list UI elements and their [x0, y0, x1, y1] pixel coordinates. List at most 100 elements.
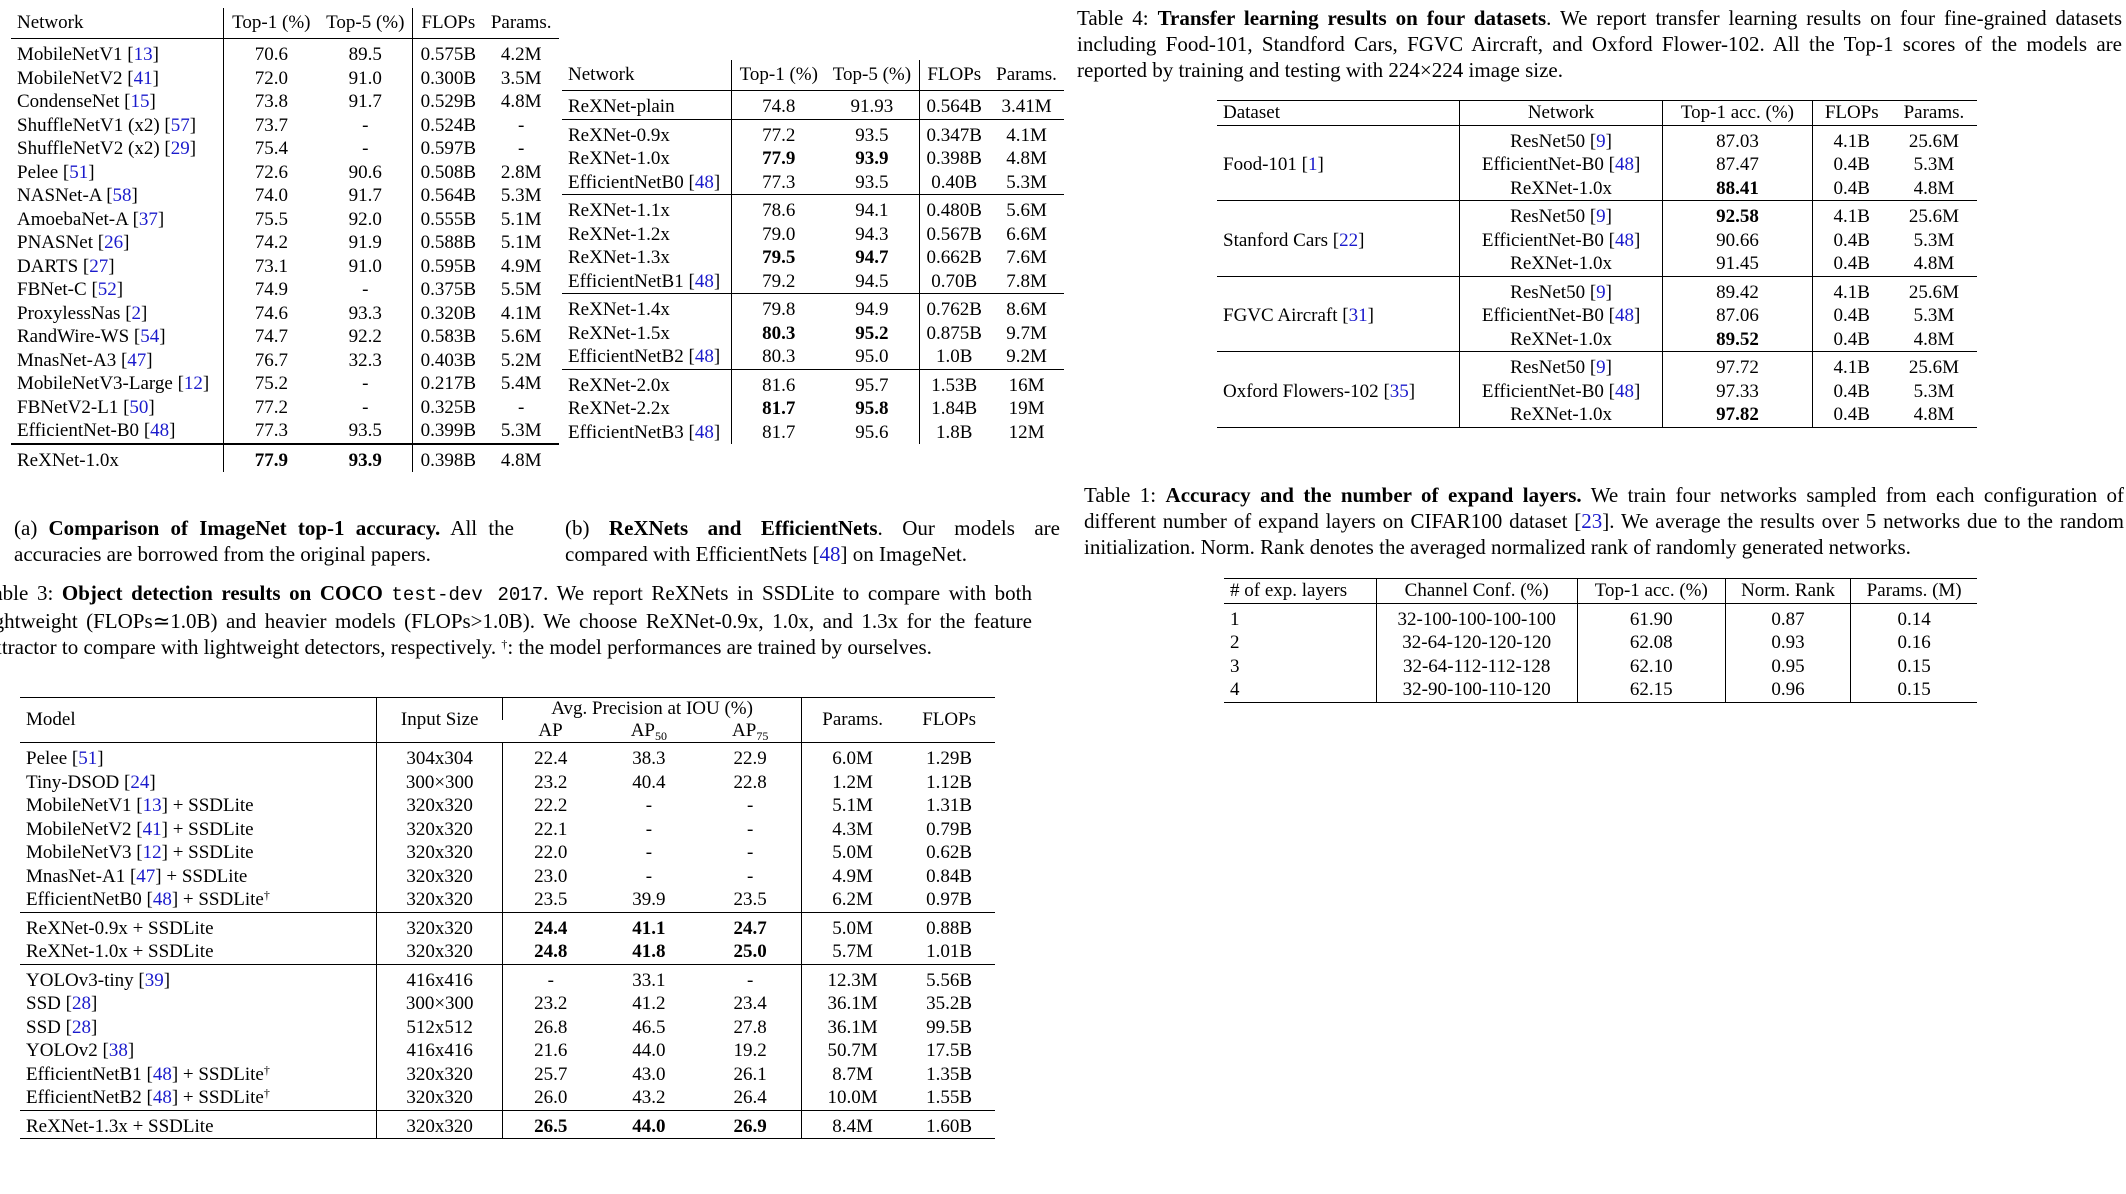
citation[interactable]: 47	[127, 349, 147, 371]
cell: 77.9	[731, 147, 826, 171]
citation[interactable]: 31	[1348, 305, 1368, 326]
row: Pelee [51] 72.6 90.6 0.508B 2.8M	[11, 160, 559, 184]
cell: 87.06	[1662, 304, 1813, 328]
citation[interactable]: 13	[133, 44, 153, 65]
cell: 80.3	[731, 321, 826, 345]
citation[interactable]: 48	[1614, 380, 1634, 402]
row: FBNetV2-L1 [50] 77.2 - 0.325B -	[11, 395, 559, 419]
citation[interactable]: 48	[1614, 305, 1634, 326]
caption-part: We train four networks sampled from each…	[1084, 483, 2124, 559]
citation[interactable]: 9	[1596, 130, 1606, 152]
cell: 1.55B	[926, 1087, 973, 1108]
cell: 0.347B	[918, 119, 990, 147]
citation[interactable]: 48	[152, 889, 172, 910]
cell: Pelee [51]	[26, 748, 104, 769]
row-group: ReXNet-0.9x + SSDLite 320x320 24.4 41.1 24.7…	[20, 912, 995, 964]
header-cell: AP	[538, 720, 563, 741]
cell: -	[362, 396, 369, 418]
citation[interactable]: 50	[129, 396, 149, 418]
citation[interactable]: 35	[1389, 380, 1409, 402]
citation[interactable]: 37	[138, 208, 158, 230]
row: ReXNet-1.5x 80.3 95.2 0.875B 9.7M	[562, 321, 1064, 345]
citation[interactable]: 48	[819, 542, 841, 566]
citation[interactable]: 1	[1307, 154, 1318, 175]
citation[interactable]: 12	[142, 842, 162, 863]
citation[interactable]: 48	[1614, 229, 1634, 251]
citation[interactable]: 57	[170, 114, 190, 136]
citation[interactable]: 51	[78, 748, 98, 769]
citation[interactable]: 52	[97, 279, 117, 300]
cell: -	[645, 865, 653, 887]
citation[interactable]: 9	[1596, 357, 1606, 378]
citation[interactable]: 28	[71, 1016, 91, 1038]
cell: 26.5	[502, 1110, 599, 1139]
citation[interactable]: 48	[694, 346, 714, 367]
citation[interactable]: 12	[183, 373, 203, 394]
dagger: †	[501, 637, 508, 651]
citation[interactable]: 15	[130, 91, 150, 112]
cell: Oxford Flowers-102 [35]	[1223, 380, 1416, 402]
row: ShuffleNetV1 (x2) [57] 73.7 - 0.524B -	[11, 113, 559, 137]
row-group: FGVC Aircraft [31] ResNet50 [9] 89.42 4.1B 2…	[1217, 276, 1977, 352]
row: EfficientNet-B0 [48] 87.47 0.4B 5.3M	[1217, 153, 1977, 177]
citation[interactable]: 41	[133, 67, 153, 89]
dagger: †	[263, 888, 270, 902]
cell: 95.0	[855, 346, 889, 367]
citation[interactable]: 23	[1581, 509, 1603, 533]
cell: 77.9	[223, 443, 319, 472]
citation[interactable]: 24	[130, 771, 150, 793]
citation[interactable]: 9	[1596, 281, 1606, 303]
cell: 25.6M	[1908, 206, 1959, 227]
cell: 21.6	[502, 1039, 599, 1063]
citation[interactable]: 22	[1339, 229, 1359, 251]
caption-table-1: Table 1: Accuracy and the number of expa…	[1084, 482, 2124, 560]
cell: 0.398B	[918, 147, 990, 171]
caption-table-4: Table 4: Transfer learning results on fo…	[1077, 5, 2122, 83]
citation[interactable]: 51	[69, 161, 89, 183]
cell: 4.8M	[1913, 253, 1955, 274]
citation[interactable]: 48	[694, 421, 714, 443]
citation[interactable]: 28	[71, 993, 91, 1014]
citation[interactable]: 2	[131, 302, 142, 324]
row: 2 32-64-120-120-120 62.08 0.93 0.16	[1224, 631, 1977, 655]
row-group: ReXNet-1.3x + SSDLite 320x320 26.5 44.0 26.9…	[20, 1110, 995, 1139]
citation[interactable]: 27	[89, 255, 109, 277]
citation[interactable]: 13	[142, 795, 162, 816]
cell: 5.0M	[800, 841, 904, 865]
citation[interactable]: 54	[140, 326, 160, 347]
cell: 5.3M	[1006, 171, 1047, 193]
header-cell: Avg. Precision at IOU (%)	[502, 697, 802, 720]
cell: 5.3M	[1913, 154, 1955, 175]
cell: 320x320	[376, 841, 503, 865]
cell: 72.0	[223, 66, 319, 90]
cell: -	[362, 373, 369, 394]
citation[interactable]: 48	[1614, 154, 1634, 175]
cell: 0.480B	[918, 194, 990, 223]
citation[interactable]: 48	[152, 1087, 172, 1108]
citation[interactable]: 41	[142, 818, 162, 840]
cell: 92.58	[1662, 200, 1813, 229]
citation[interactable]: 47	[136, 865, 156, 887]
citation[interactable]: 48	[152, 1063, 172, 1085]
citation[interactable]: 38	[108, 1040, 128, 1061]
cell: 0.15	[1850, 654, 1977, 678]
row: PNASNet [26] 74.2 91.9 0.588B 5.1M	[11, 231, 559, 255]
citation[interactable]: 9	[1596, 206, 1606, 227]
cell: 44.0	[632, 1115, 666, 1137]
citation[interactable]: 48	[694, 171, 714, 193]
cell: 25.6M	[1908, 130, 1959, 152]
cell: 89.5	[348, 44, 382, 65]
citation[interactable]: 39	[144, 969, 164, 991]
citation[interactable]: 29	[170, 138, 190, 159]
cell: 320x320	[376, 888, 503, 912]
caption-part: Accuracy and the number of expand layers…	[1165, 483, 1582, 507]
citation[interactable]: 48	[694, 270, 714, 292]
citation[interactable]: 58	[112, 185, 132, 206]
cell: 16M	[1008, 374, 1045, 396]
cell: 87.47	[1662, 153, 1813, 177]
cell: 23.4	[733, 993, 767, 1014]
citation[interactable]: 48	[150, 420, 170, 441]
row: ReXNet-1.3x 79.5 94.7 0.662B 7.6M	[562, 246, 1064, 270]
citation[interactable]: 26	[104, 232, 124, 253]
cell: 89.52	[1662, 327, 1813, 352]
